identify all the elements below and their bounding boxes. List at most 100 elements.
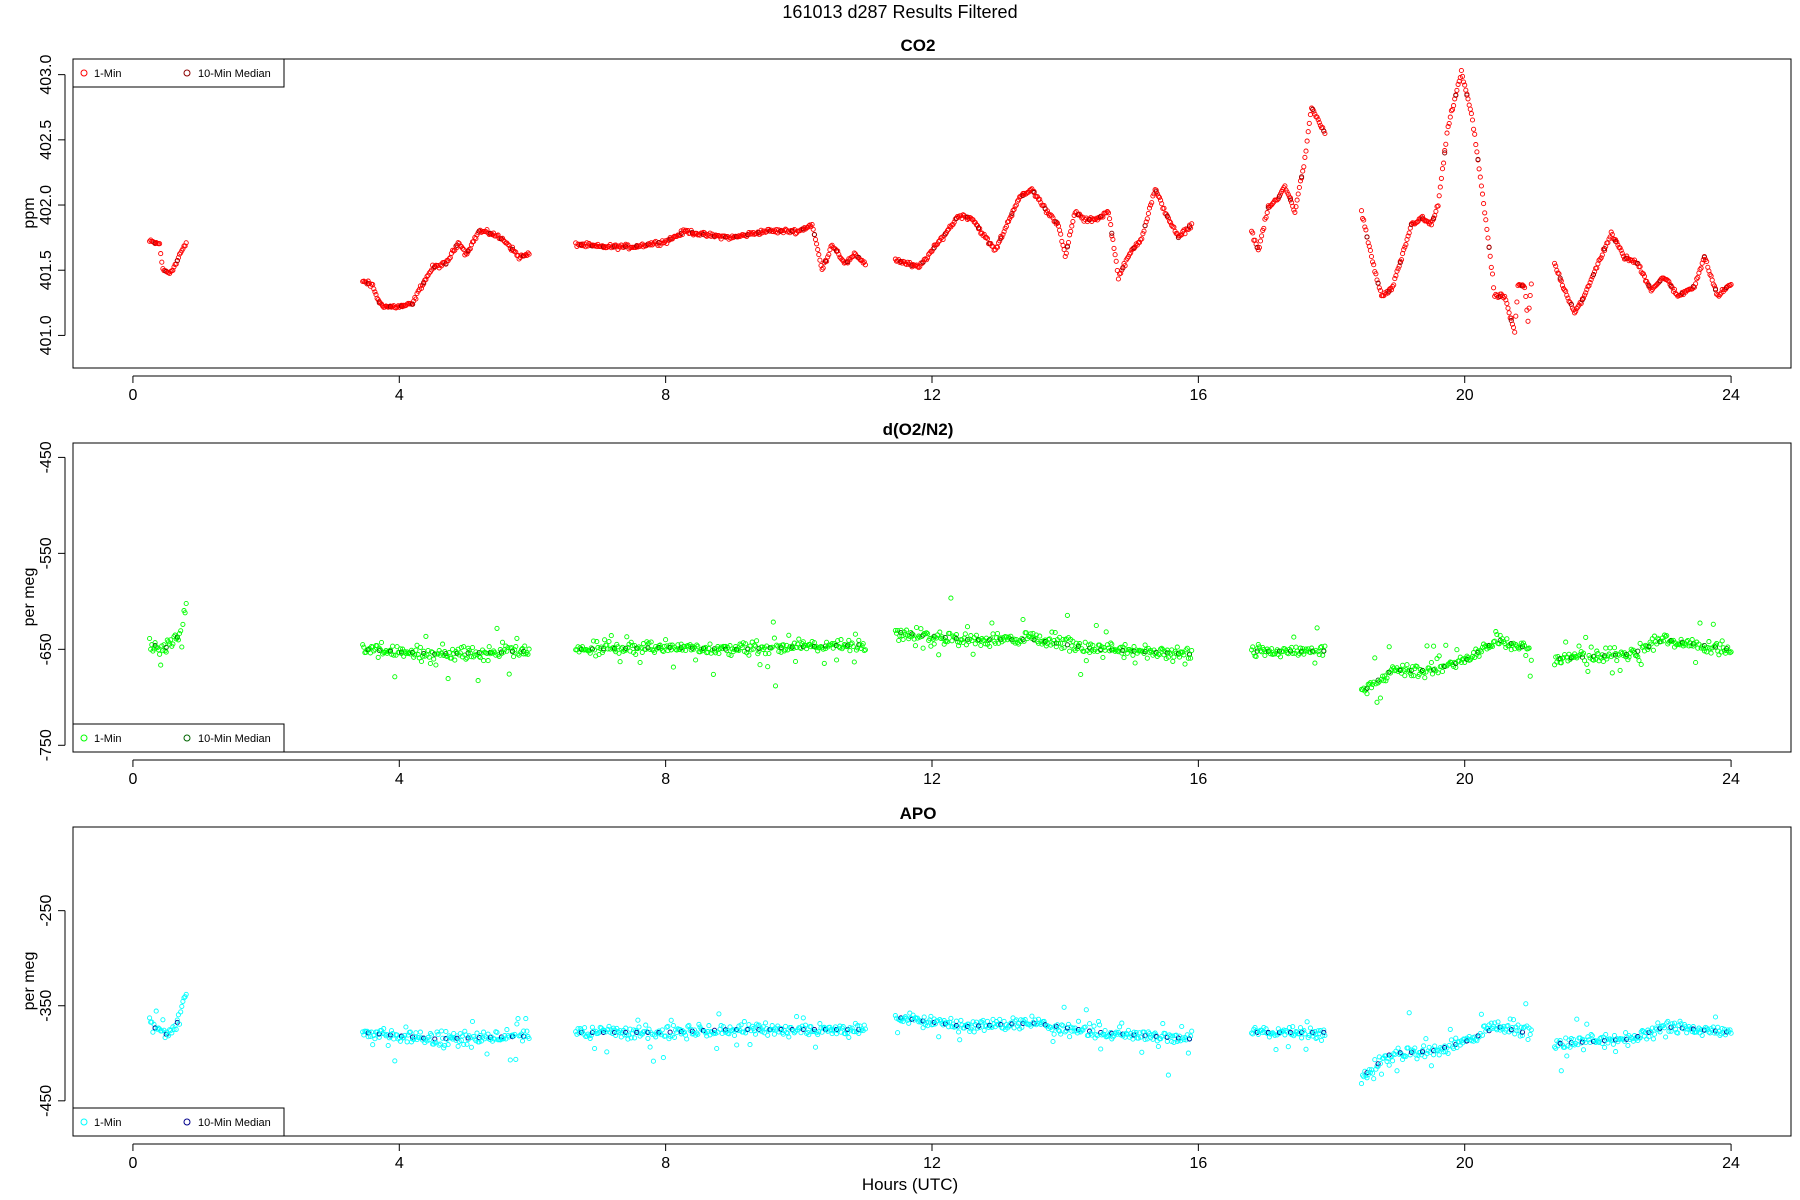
point-1min <box>372 289 378 295</box>
point-1min <box>1050 1038 1056 1045</box>
point-1min <box>1174 644 1180 650</box>
point-1min <box>1573 308 1579 314</box>
x-tick-label: 16 <box>1189 387 1207 404</box>
legend-label-1min: 1-Min <box>94 68 122 80</box>
point-1min <box>1181 652 1187 658</box>
point-1min <box>418 285 425 291</box>
point-1min <box>1436 193 1442 199</box>
point-10min-median <box>623 645 629 651</box>
point-1min <box>1307 1025 1313 1031</box>
point-1min <box>438 263 445 269</box>
point-1min <box>1609 670 1615 676</box>
point-1min <box>1314 114 1320 120</box>
x-tick-label: 16 <box>1189 771 1207 788</box>
point-10min-median <box>1442 150 1448 156</box>
point-1min <box>1419 213 1426 219</box>
point-1min <box>443 653 449 659</box>
point-1min <box>1304 1019 1310 1025</box>
point-1min <box>862 262 868 268</box>
point-1min <box>1155 1043 1161 1050</box>
point-1min <box>375 654 381 660</box>
point-1min <box>1144 655 1150 661</box>
x-tick-label: 12 <box>923 387 941 404</box>
point-1min <box>716 650 722 657</box>
point-10min-median <box>1557 275 1563 281</box>
point-1min <box>1504 300 1510 307</box>
point-1min <box>494 625 500 631</box>
data-points <box>147 67 1734 335</box>
point-1min <box>675 642 681 648</box>
point-1min <box>1525 318 1531 324</box>
point-1min <box>1065 239 1072 246</box>
point-1min <box>1514 299 1520 305</box>
point-1min <box>183 600 189 607</box>
point-1min <box>485 658 491 664</box>
point-10min-median <box>410 301 416 307</box>
point-1min <box>1597 256 1603 262</box>
point-1min <box>1140 231 1146 237</box>
point-1min <box>1522 285 1528 291</box>
point-1min <box>1422 675 1428 681</box>
point-1min <box>401 653 407 659</box>
point-1min <box>1479 191 1486 197</box>
point-1min <box>625 645 631 651</box>
point-1min <box>519 1038 526 1044</box>
legend: 1-Min 10-Min Median <box>72 1107 285 1137</box>
point-1min <box>964 624 971 630</box>
point-1min <box>1710 621 1716 627</box>
point-1min <box>668 1017 674 1023</box>
axis-ticks: 0 4 8 12 16 20 24 401.0 401.5 402.0 402.5 403.0 <box>38 55 1740 404</box>
point-1min <box>501 649 507 655</box>
point-1min <box>1580 1047 1587 1053</box>
point-1min <box>1362 224 1368 230</box>
point-1min <box>592 647 598 653</box>
point-1min <box>1455 81 1461 87</box>
point-1min <box>1291 634 1297 640</box>
point-1min <box>1584 661 1590 667</box>
panel-apo: APO per meg 1-Min 10-Min Median 0 4 8 12 16 2… <box>21 804 1792 1172</box>
point-1min <box>934 241 941 247</box>
point-1min <box>469 644 476 651</box>
point-1min <box>1303 148 1309 154</box>
point-1min <box>1126 251 1133 257</box>
point-1min <box>1402 244 1408 250</box>
point-1min <box>495 232 501 238</box>
legend-label-1min: 1-Min <box>94 733 122 745</box>
point-10min-median <box>1287 197 1294 203</box>
legend-marker-median <box>183 734 191 742</box>
point-1min <box>1103 210 1109 216</box>
point-1min <box>716 1011 722 1017</box>
point-1min <box>397 646 403 652</box>
point-1min <box>1087 1021 1093 1027</box>
point-1min <box>413 1030 419 1036</box>
point-1min <box>977 226 983 232</box>
point-1min <box>590 638 597 644</box>
point-1min <box>523 651 529 657</box>
point-1min <box>513 643 519 650</box>
point-1min <box>1121 655 1127 661</box>
point-1min <box>1037 196 1043 202</box>
point-1min <box>604 1049 610 1055</box>
point-1min <box>1144 216 1150 222</box>
point-1min <box>1603 1031 1609 1038</box>
legend-box <box>72 58 285 88</box>
point-1min <box>1588 1032 1594 1038</box>
point-1min <box>661 643 668 649</box>
point-1min <box>1482 210 1488 216</box>
point-1min <box>984 236 991 242</box>
point-1min <box>825 254 831 260</box>
point-1min <box>1400 251 1406 257</box>
point-1min <box>475 678 481 684</box>
point-1min <box>1001 229 1007 235</box>
point-1min <box>515 1016 521 1022</box>
point-1min <box>592 1045 598 1052</box>
point-1min <box>892 1013 898 1019</box>
point-1min <box>834 657 840 663</box>
point-1min <box>512 647 518 653</box>
point-10min-median <box>998 235 1004 241</box>
point-1min <box>514 635 520 641</box>
point-1min <box>1250 230 1256 236</box>
point-1min <box>1363 227 1369 233</box>
point-1min <box>944 227 951 234</box>
